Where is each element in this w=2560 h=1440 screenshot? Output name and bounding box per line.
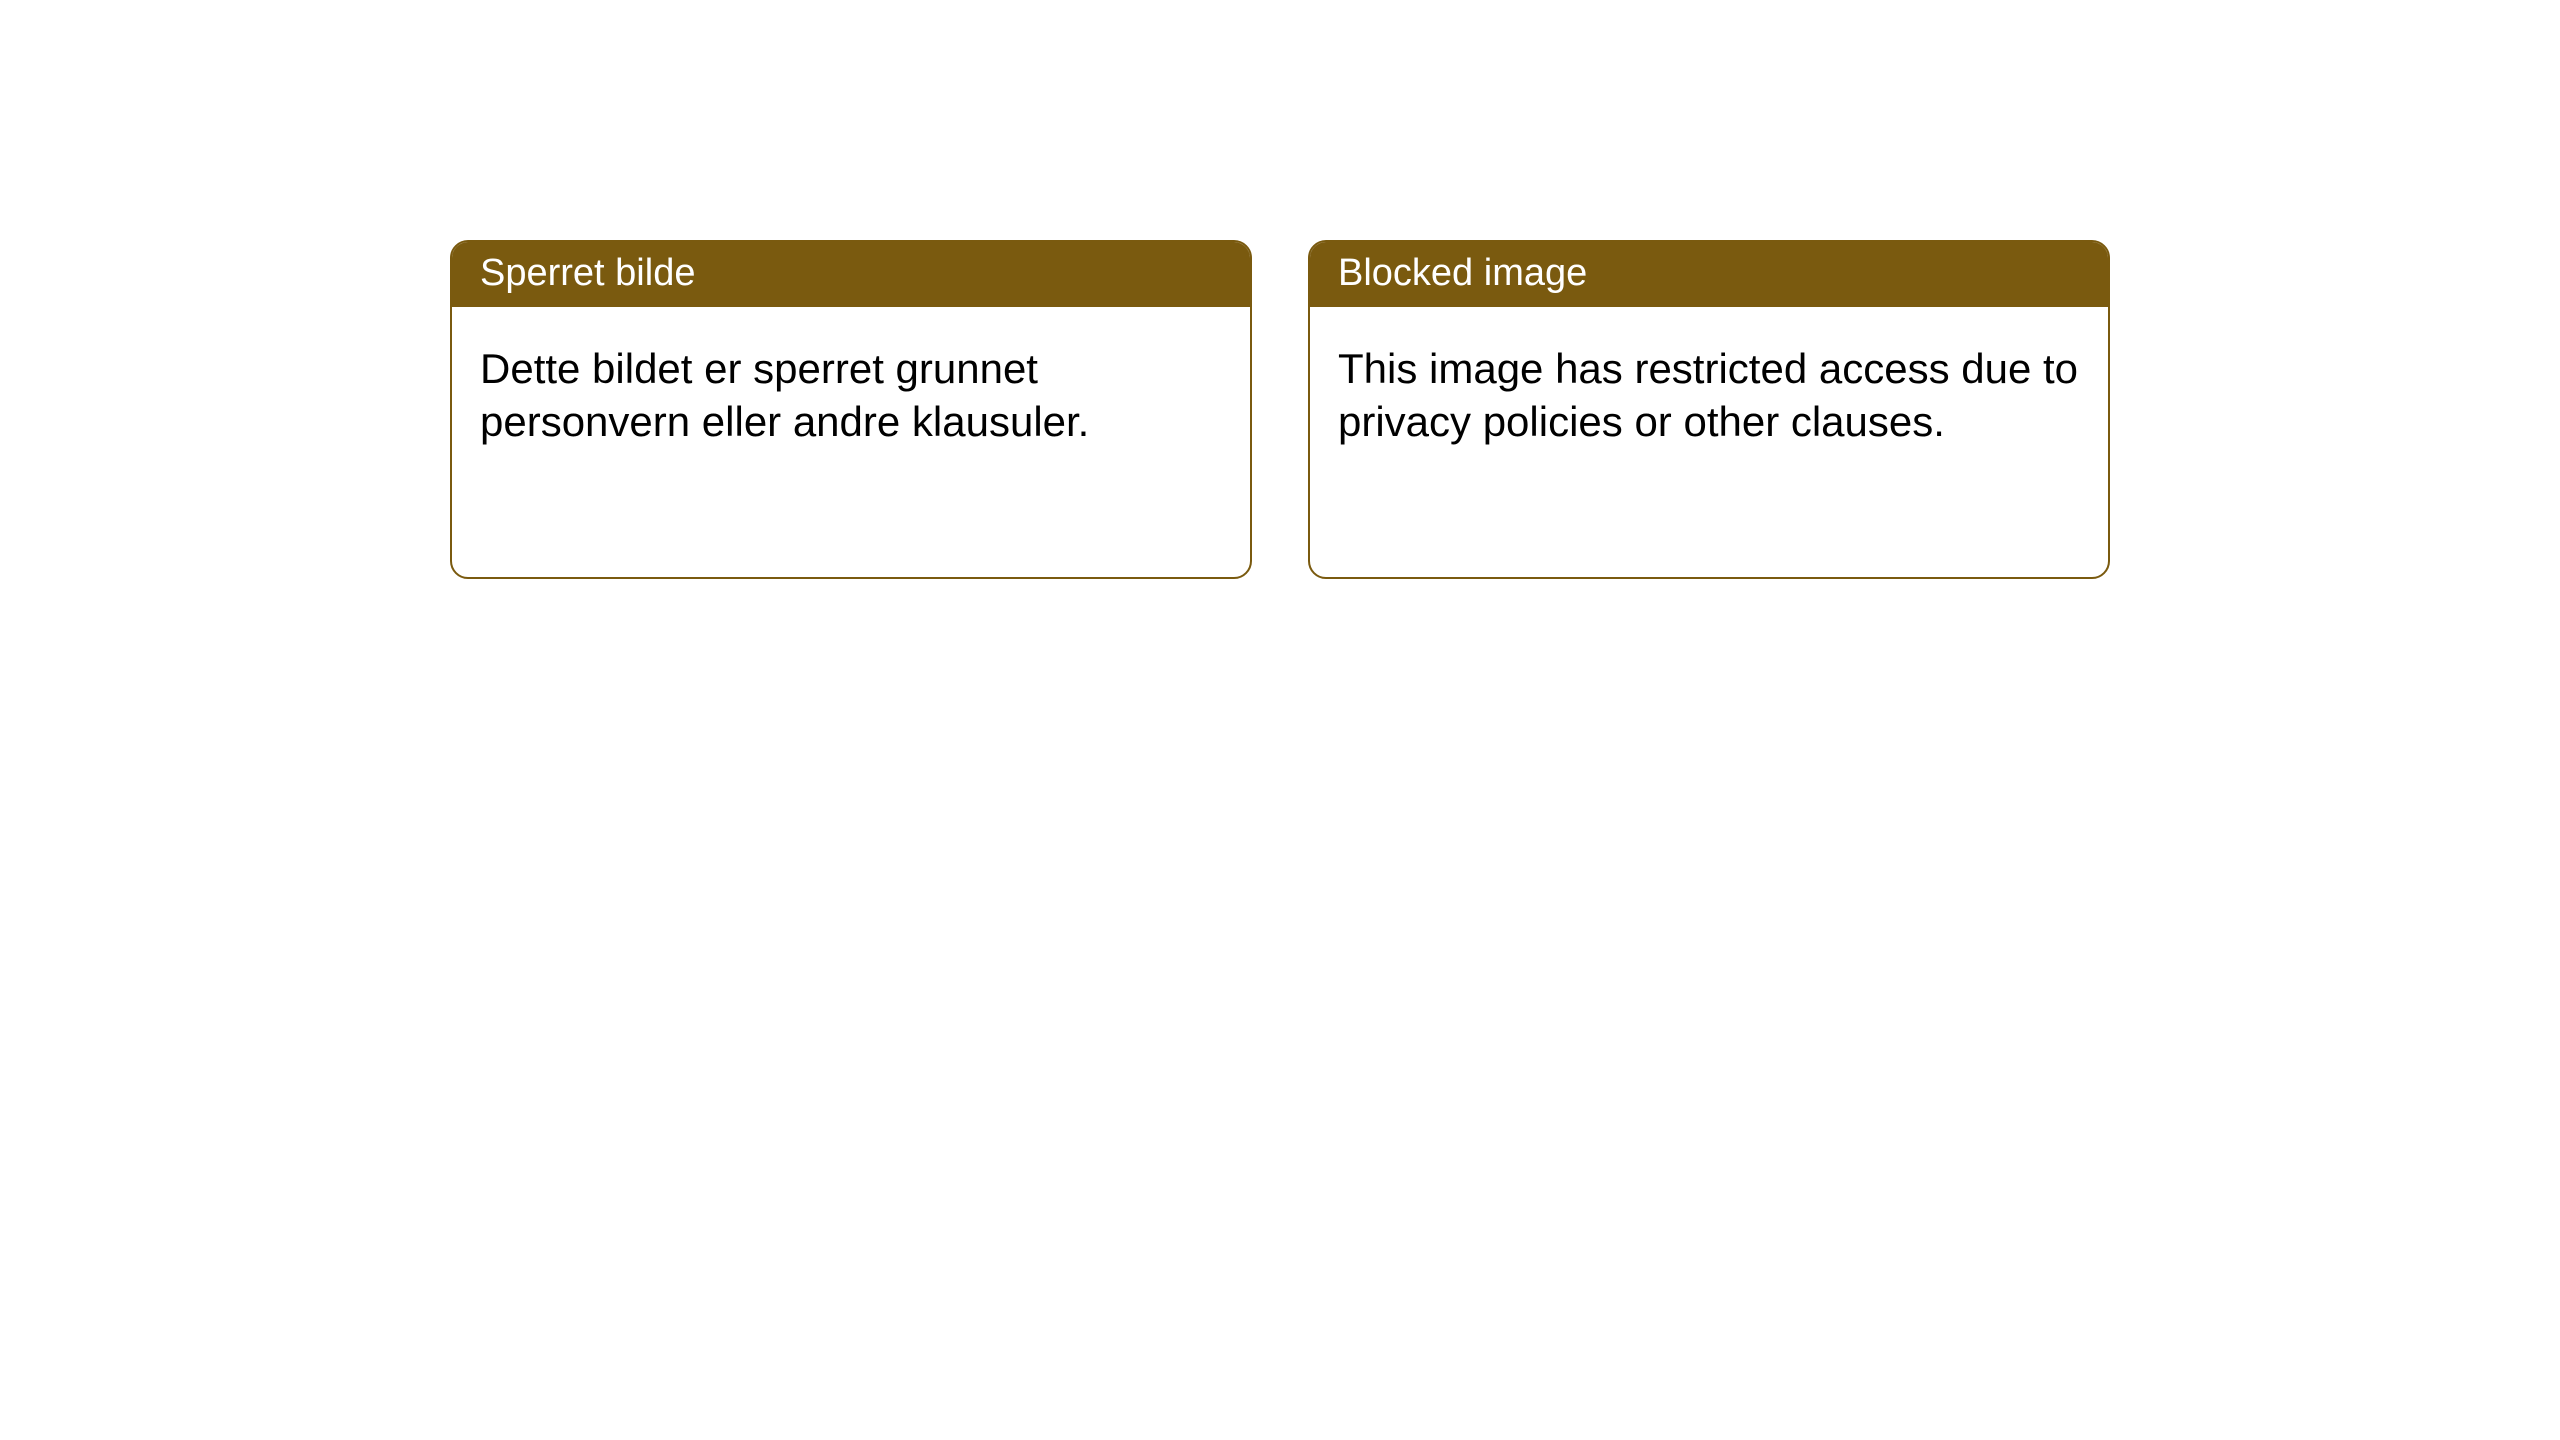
card-body-en: This image has restricted access due to …: [1310, 307, 2108, 577]
card-header-en: Blocked image: [1310, 242, 2108, 307]
card-header-no: Sperret bilde: [452, 242, 1250, 307]
card-body-no: Dette bildet er sperret grunnet personve…: [452, 307, 1250, 577]
blocked-image-card-no: Sperret bilde Dette bildet er sperret gr…: [450, 240, 1252, 579]
notice-cards-container: Sperret bilde Dette bildet er sperret gr…: [450, 240, 2110, 579]
blocked-image-card-en: Blocked image This image has restricted …: [1308, 240, 2110, 579]
